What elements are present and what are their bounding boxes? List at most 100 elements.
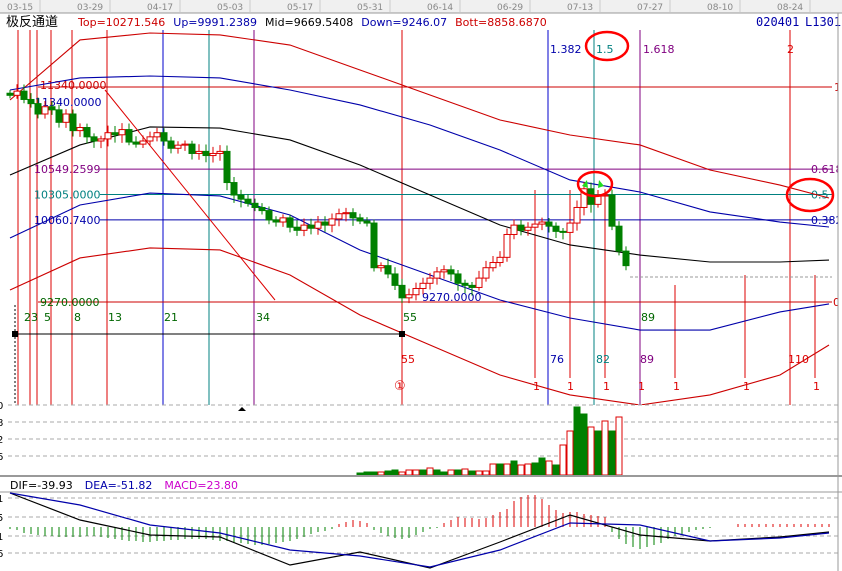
volume-bar <box>482 470 490 476</box>
candle-body <box>83 127 91 138</box>
volume-bar <box>594 430 602 476</box>
volume-bar <box>391 469 399 476</box>
candle-body <box>335 213 343 220</box>
fib-time-label: 5 <box>44 311 51 324</box>
date-axis: 03-15 03-29 04-17 05-03 05-17 05-31 06-14 06-29… <box>7 0 811 13</box>
date-tick-label: 06-14 <box>427 3 453 13</box>
date-tick-label: 05-31 <box>357 3 383 13</box>
arrow-marker-icon <box>598 180 604 188</box>
price-panel[interactable]: 11340.0000 1 10549.2599 0.618 10305.0000 0.5 1… <box>6 30 842 405</box>
cycle-mark-label: 1 <box>673 380 680 393</box>
legend-bott: Bott=8858.6870 <box>455 16 547 29</box>
volume-bar <box>405 469 413 476</box>
candle-body <box>272 219 280 223</box>
fib-time-label: 13 <box>108 311 122 324</box>
candle-body <box>580 188 588 208</box>
macd-legend-dif: DIF=-39.93 <box>10 479 73 492</box>
date-tick-label: 03-29 <box>77 3 103 13</box>
candle-body <box>195 150 203 154</box>
cycle-mark-label: 1 <box>638 380 645 393</box>
fib-time-label: 89 <box>641 311 655 324</box>
candle-body <box>314 221 322 229</box>
candle-body <box>622 250 630 267</box>
candle-body <box>363 220 371 224</box>
candle-body <box>13 90 21 96</box>
volume-bar <box>587 426 595 476</box>
contract-code: L1301 <box>805 15 841 29</box>
volume-bar <box>503 463 511 476</box>
volume-axis-fragment: 8 <box>0 418 3 429</box>
macd-axis-fragment: 5 <box>0 513 3 524</box>
candle-body <box>440 269 448 273</box>
candle-body <box>545 221 553 227</box>
fib-ratio-label: 0.382 <box>811 214 842 227</box>
candle-body <box>167 140 175 149</box>
candle-body <box>209 152 217 157</box>
channel-mid-line <box>9 126 830 263</box>
volume-bar <box>489 463 497 476</box>
candle-body <box>104 132 112 140</box>
volume-bar <box>426 467 434 476</box>
candle-body <box>398 284 406 299</box>
candle-body <box>475 277 483 288</box>
candle-body <box>573 206 581 224</box>
candle-body <box>132 141 140 145</box>
candle-body <box>356 217 364 222</box>
candle-body <box>566 222 574 233</box>
candle-body <box>69 113 77 132</box>
volume-bar <box>566 430 574 476</box>
volume-bar <box>377 471 385 476</box>
candle-body <box>503 233 511 258</box>
candle-body <box>244 198 252 204</box>
projection-ratio-label: 2 <box>787 43 794 56</box>
volume-bar <box>468 470 476 476</box>
date-tick-label: 05-03 <box>217 3 243 13</box>
fib-ratio-label: 0.618 <box>811 163 842 176</box>
volume-bar <box>545 460 553 476</box>
candle-body <box>391 273 399 286</box>
drag-handle <box>399 331 405 337</box>
candle-body <box>125 129 133 143</box>
date-tick-label: 07-27 <box>637 3 663 13</box>
date-tick-label: 04-17 <box>147 3 173 13</box>
candle-body <box>342 212 350 215</box>
macd-axis-fragment: 1 <box>0 494 3 505</box>
macd-legend-dea: DEA=-51.82 <box>85 479 153 492</box>
volume-bar <box>384 470 392 476</box>
volume-panel[interactable]: 0 8 2 6 <box>0 401 838 476</box>
candle-body <box>279 217 287 223</box>
volume-bar <box>356 472 364 476</box>
candle-body <box>265 210 273 221</box>
candle-body <box>419 282 427 289</box>
candle-body <box>237 194 245 200</box>
candle-body <box>447 269 455 275</box>
legend-down: Down=9246.07 <box>361 16 447 29</box>
volume-bar <box>370 471 378 476</box>
volume-bar <box>552 464 560 476</box>
cycle-mark-label: 1 <box>743 380 750 393</box>
candle-body <box>146 136 154 142</box>
cycle-mark-label: 1 <box>813 380 820 393</box>
highlight-circle <box>785 177 835 213</box>
projection-count-label: 55 <box>401 353 415 366</box>
candle-body <box>223 150 231 184</box>
date-tick-label: 03-15 <box>7 3 33 13</box>
volume-bar <box>433 469 441 476</box>
candle-body <box>307 224 315 229</box>
date-tick-label: 06-29 <box>497 3 523 13</box>
fib-ratio-label: 0.5 <box>811 188 829 201</box>
fib-level-price-label: 11340.0000 <box>40 79 106 92</box>
candle-body <box>538 221 546 225</box>
cycle-mark-label: 1 <box>533 380 540 393</box>
candle-body <box>251 202 259 208</box>
volume-bar <box>363 471 371 476</box>
candle-body <box>454 273 462 284</box>
candle-body <box>174 144 182 149</box>
date-tick-label: 08-10 <box>707 3 733 13</box>
cursor-marker-icon <box>238 407 246 411</box>
candle-body <box>496 256 504 264</box>
candle-body <box>20 90 28 100</box>
macd-axis-fragment: 6 <box>0 549 3 560</box>
